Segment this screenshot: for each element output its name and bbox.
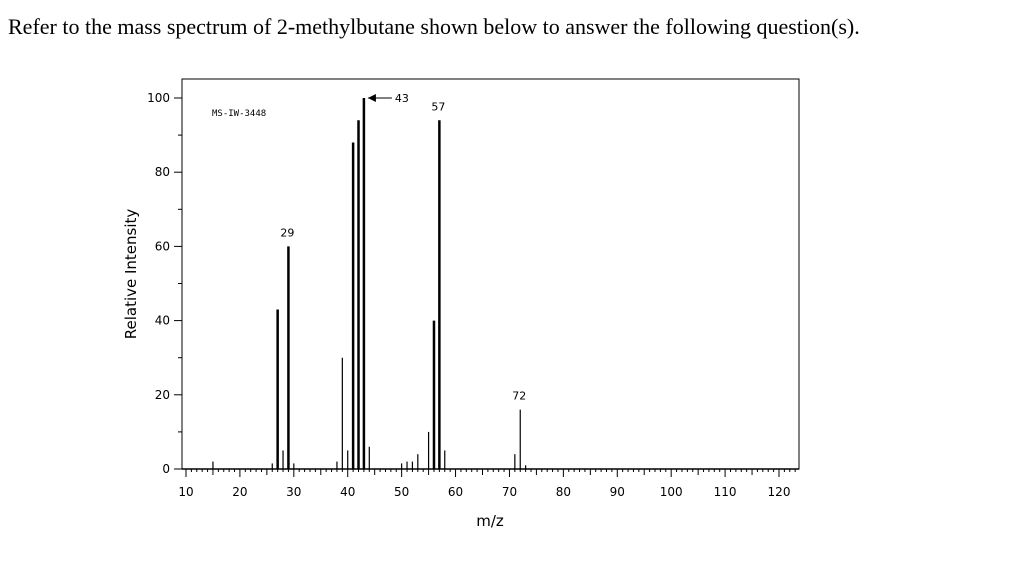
y-tick-label: 60 (155, 239, 170, 253)
y-axis-ticks: 0 20 40 60 80 100 (147, 91, 182, 476)
peak-label: 57 (431, 100, 445, 113)
x-tick-label: 120 (768, 485, 791, 499)
y-tick-label: 80 (155, 165, 170, 179)
spectrum-peaks (212, 98, 527, 469)
peak-annotations: 29 43 57 72 (280, 92, 526, 403)
x-tick-label: 80 (556, 485, 571, 499)
annotation-arrowhead (367, 94, 376, 102)
x-tick-label: 20 (232, 485, 247, 499)
x-tick-label: 50 (394, 485, 409, 499)
peak-label: 43 (395, 92, 409, 105)
x-tick-label: 110 (714, 485, 737, 499)
x-axis-title: m/z (476, 512, 504, 530)
y-tick-label: 40 (155, 314, 170, 328)
x-tick-label: 70 (502, 485, 517, 499)
x-tick-label: 60 (448, 485, 463, 499)
y-tick-label: 100 (147, 91, 170, 105)
plot-frame (181, 78, 800, 470)
spectrum-id-label: MS-IW-3448 (212, 109, 266, 119)
x-tick-label: 40 (340, 485, 355, 499)
x-tick-label: 100 (660, 485, 683, 499)
y-axis-title: Relative Intensity (122, 209, 140, 340)
y-tick-label: 0 (162, 462, 170, 476)
x-tick-label: 30 (286, 485, 301, 499)
question-text: Refer to the mass spectrum of 2-methylbu… (8, 14, 860, 39)
y-tick-label: 20 (155, 388, 170, 402)
x-tick-label: 10 (178, 485, 193, 499)
x-axis-ticks: 10 20 30 40 50 60 70 80 90 100 110 120 (178, 469, 796, 499)
peak-label: 72 (512, 390, 526, 403)
peak-label: 29 (280, 226, 294, 239)
x-tick-label: 90 (610, 485, 625, 499)
